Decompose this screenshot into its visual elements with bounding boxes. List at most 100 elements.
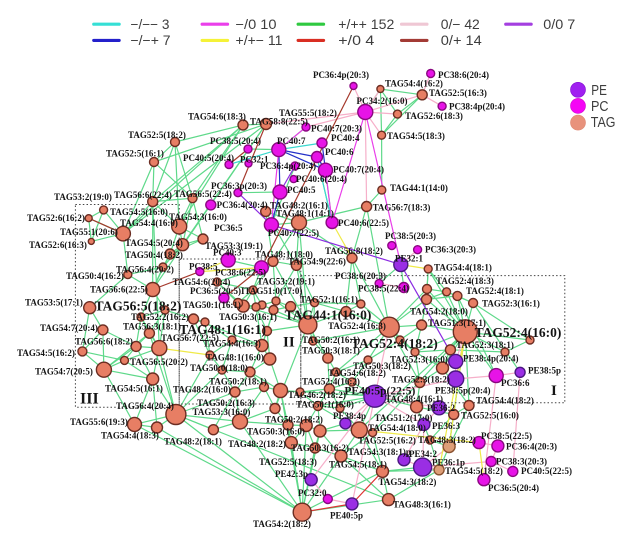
svg-text:TAG52:5(18:2): TAG52:5(18:2) — [128, 130, 186, 140]
svg-text:TAG54:3(18:1)p: TAG54:3(18:1)p — [348, 447, 411, 457]
svg-text:TAG48:4(16:1): TAG48:4(16:1) — [385, 394, 443, 404]
svg-text:TAG44:1(16:0): TAG44:1(16:0) — [285, 307, 372, 322]
svg-text:PE42:3p: PE42:3p — [275, 469, 308, 479]
svg-text:PE: PE — [591, 83, 607, 99]
svg-text:TAG50:3(16:2): TAG50:3(16:2) — [291, 443, 349, 453]
svg-text:PC40:6(20:4): PC40:6(20:4) — [296, 174, 347, 184]
svg-text:TAG52:3(16:0): TAG52:3(16:0) — [390, 355, 448, 365]
svg-text:−/−+ 7: −/−+ 7 — [131, 33, 171, 48]
svg-text:TAG54:7(20:5): TAG54:7(20:5) — [35, 367, 93, 377]
svg-text:TAG54:5(16:1): TAG54:5(16:1) — [105, 384, 163, 394]
svg-text:III: III — [80, 391, 99, 408]
svg-text:TAG50:1(16:1): TAG50:1(16:1) — [183, 300, 241, 310]
svg-text:PC38:4p(20:4): PC38:4p(20:4) — [449, 102, 505, 112]
svg-text:PC36:5(20:4): PC36:5(20:4) — [488, 483, 539, 493]
svg-text:PE36:2: PE36:2 — [427, 403, 455, 413]
svg-text:TAG54:6(20:4): TAG54:6(20:4) — [173, 277, 231, 287]
svg-text:−/−− 3: −/−− 3 — [131, 17, 170, 32]
svg-text:PC40:7(20:4): PC40:7(20:4) — [333, 165, 384, 175]
svg-text:TAG52:5(16:0): TAG52:5(16:0) — [461, 411, 519, 421]
svg-text:TAG56:6(18:2): TAG56:6(18:2) — [75, 337, 133, 347]
svg-text:TAG48:2(16:1): TAG48:2(16:1) — [270, 201, 328, 211]
svg-text:TAG50:1(16:0): TAG50:1(16:0) — [296, 400, 354, 410]
svg-text:TAG50:2(16:1): TAG50:2(16:1) — [302, 335, 360, 345]
svg-text:TAG54:5(18:3): TAG54:5(18:3) — [387, 131, 445, 141]
svg-text:TAG51:3(17:1): TAG51:3(17:1) — [428, 318, 486, 328]
svg-text:PC36:4p(20:4): PC36:4p(20:4) — [260, 161, 316, 171]
svg-text:PC34:2(16:0): PC34:2(16:0) — [357, 96, 408, 106]
svg-text:PC40:5(20:4): PC40:5(20:4) — [183, 153, 234, 163]
svg-text:TAG56:4(20:4): TAG56:4(20:4) — [116, 401, 174, 411]
svg-text:TAG54:6(18:3): TAG54:6(18:3) — [188, 112, 246, 122]
svg-text:PC32:0: PC32:0 — [298, 488, 327, 498]
svg-text:PC40:7: PC40:7 — [277, 136, 306, 146]
svg-text:PE38:4p(20:4): PE38:4p(20:4) — [463, 354, 519, 364]
svg-text:TAG50:2(18:1): TAG50:2(18:1) — [209, 377, 267, 387]
svg-text:TAG56:3(18:1): TAG56:3(18:1) — [123, 322, 181, 332]
svg-text:PC40:6: PC40:6 — [325, 147, 354, 157]
svg-text:TAG54:5(18:1): TAG54:5(18:1) — [329, 460, 387, 470]
svg-text:TAG52:4(18:3): TAG52:4(18:3) — [436, 276, 494, 286]
svg-text:TAG56:5(20:2): TAG56:5(20:2) — [130, 357, 188, 367]
svg-text:PC32:1: PC32:1 — [240, 155, 269, 165]
svg-text:PC: PC — [591, 99, 609, 115]
svg-text:TAG53:5(17:1): TAG53:5(17:1) — [25, 298, 83, 308]
svg-text:TAG52:5(18:3): TAG52:5(18:3) — [259, 457, 317, 467]
svg-text:TAG50:4(18:2): TAG50:4(18:2) — [125, 250, 183, 260]
svg-text:TAG56:5(22:4): TAG56:5(22:4) — [174, 189, 232, 199]
svg-text:TAG50:3(16:1): TAG50:3(16:1) — [219, 312, 277, 322]
svg-text:TAG54:3(16:0): TAG54:3(16:0) — [169, 212, 227, 222]
svg-text:TAG50:3(16:0): TAG50:3(16:0) — [247, 427, 305, 437]
svg-text:TAG54:5(20:4): TAG54:5(20:4) — [125, 238, 183, 248]
svg-text:TAG55:1(20:6): TAG55:1(20:6) — [60, 227, 118, 237]
svg-text:TAG48:1(14:1): TAG48:1(14:1) — [276, 209, 334, 219]
svg-text:TAG52:5(16:1): TAG52:5(16:1) — [106, 149, 164, 159]
svg-text:PC40:4: PC40:4 — [331, 133, 360, 143]
svg-text:TAG48:3(18:2): TAG48:3(18:2) — [418, 435, 476, 445]
svg-text:TAG52:6(16:3): TAG52:6(16:3) — [29, 240, 87, 250]
svg-text:PC36:5: PC36:5 — [214, 223, 243, 233]
svg-text:TAG56:7(18:3): TAG56:7(18:3) — [373, 203, 431, 213]
svg-text:TAG52:3(18:2): TAG52:3(18:2) — [392, 375, 450, 385]
svg-text:PC38:5(22:4): PC38:5(22:4) — [358, 284, 409, 294]
svg-text:PC38:5(20:4): PC38:5(20:4) — [210, 136, 261, 146]
svg-text:TAG56:5(18:2): TAG56:5(18:2) — [95, 299, 182, 314]
svg-text:PC40:7(22:5): PC40:7(22:5) — [268, 228, 319, 238]
svg-text:II: II — [283, 335, 295, 351]
svg-text:TAG52:3(16:1): TAG52:3(16:1) — [482, 299, 540, 309]
svg-text:PE38:5p: PE38:5p — [528, 366, 561, 376]
svg-text:TAG54:4(16:0): TAG54:4(16:0) — [120, 218, 178, 228]
svg-text:TAG54:5(16:0): TAG54:5(16:0) — [110, 207, 168, 217]
svg-text:TAG54:4(18:2): TAG54:4(18:2) — [476, 396, 534, 406]
svg-text:PE36:3: PE36:3 — [432, 421, 460, 431]
svg-text:TAG48:2(18:2): TAG48:2(18:2) — [228, 439, 286, 449]
svg-text:TAG52:6(16:2): TAG52:6(16:2) — [27, 213, 85, 223]
svg-text:TAG50:3(18:2): TAG50:3(18:2) — [353, 361, 411, 371]
svg-text:TAG54:4(18:0): TAG54:4(18:0) — [368, 423, 426, 433]
svg-text:TAG54:2(18:2): TAG54:2(18:2) — [253, 519, 311, 529]
svg-text:TAG54:4(18:3): TAG54:4(18:3) — [101, 431, 159, 441]
svg-text:TAG56:7(22:5): TAG56:7(22:5) — [161, 333, 219, 343]
svg-text:−/0 10: −/0 10 — [236, 17, 277, 32]
svg-text:TAG52:2(16:2): TAG52:2(16:2) — [131, 312, 189, 322]
svg-text:TAG54:7(20:4): TAG54:7(20:4) — [40, 323, 98, 333]
svg-text:TAG54:4(18:1): TAG54:4(18:1) — [434, 263, 492, 273]
svg-text:TAG50:2(16:3): TAG50:2(16:3) — [197, 398, 255, 408]
svg-text:TAG54:2(18:0): TAG54:2(18:0) — [410, 307, 468, 317]
svg-text:+/++ 152: +/++ 152 — [338, 17, 394, 32]
svg-text:TAG56:6(22:4): TAG56:6(22:4) — [114, 190, 172, 200]
svg-text:TAG52:4(18:1): TAG52:4(18:1) — [466, 286, 524, 296]
svg-text:TAG48:1(16:1): TAG48:1(16:1) — [179, 322, 266, 337]
svg-text:PE40:5p: PE40:5p — [330, 511, 363, 521]
svg-text:TAG52:4(16:0): TAG52:4(16:0) — [475, 325, 562, 340]
svg-text:TAG48:1(18:0): TAG48:1(18:0) — [255, 250, 313, 260]
svg-text:PC38:6(20:4): PC38:6(20:4) — [438, 70, 489, 80]
svg-text:TAG52:6(18:3): TAG52:6(18:3) — [405, 111, 463, 121]
svg-text:TAG54:4(16:2): TAG54:4(16:2) — [385, 79, 443, 89]
svg-text:I: I — [551, 383, 557, 399]
svg-text:0/+ 14: 0/+ 14 — [441, 33, 483, 48]
svg-text:TAG52:4(16:2): TAG52:4(16:2) — [302, 377, 360, 387]
svg-text:PC36:4(20:3): PC36:4(20:3) — [506, 442, 557, 452]
svg-text:TAG54:5(16:2): TAG54:5(16:2) — [17, 348, 75, 358]
svg-text:PC38:5(22:5): PC38:5(22:5) — [481, 431, 532, 441]
